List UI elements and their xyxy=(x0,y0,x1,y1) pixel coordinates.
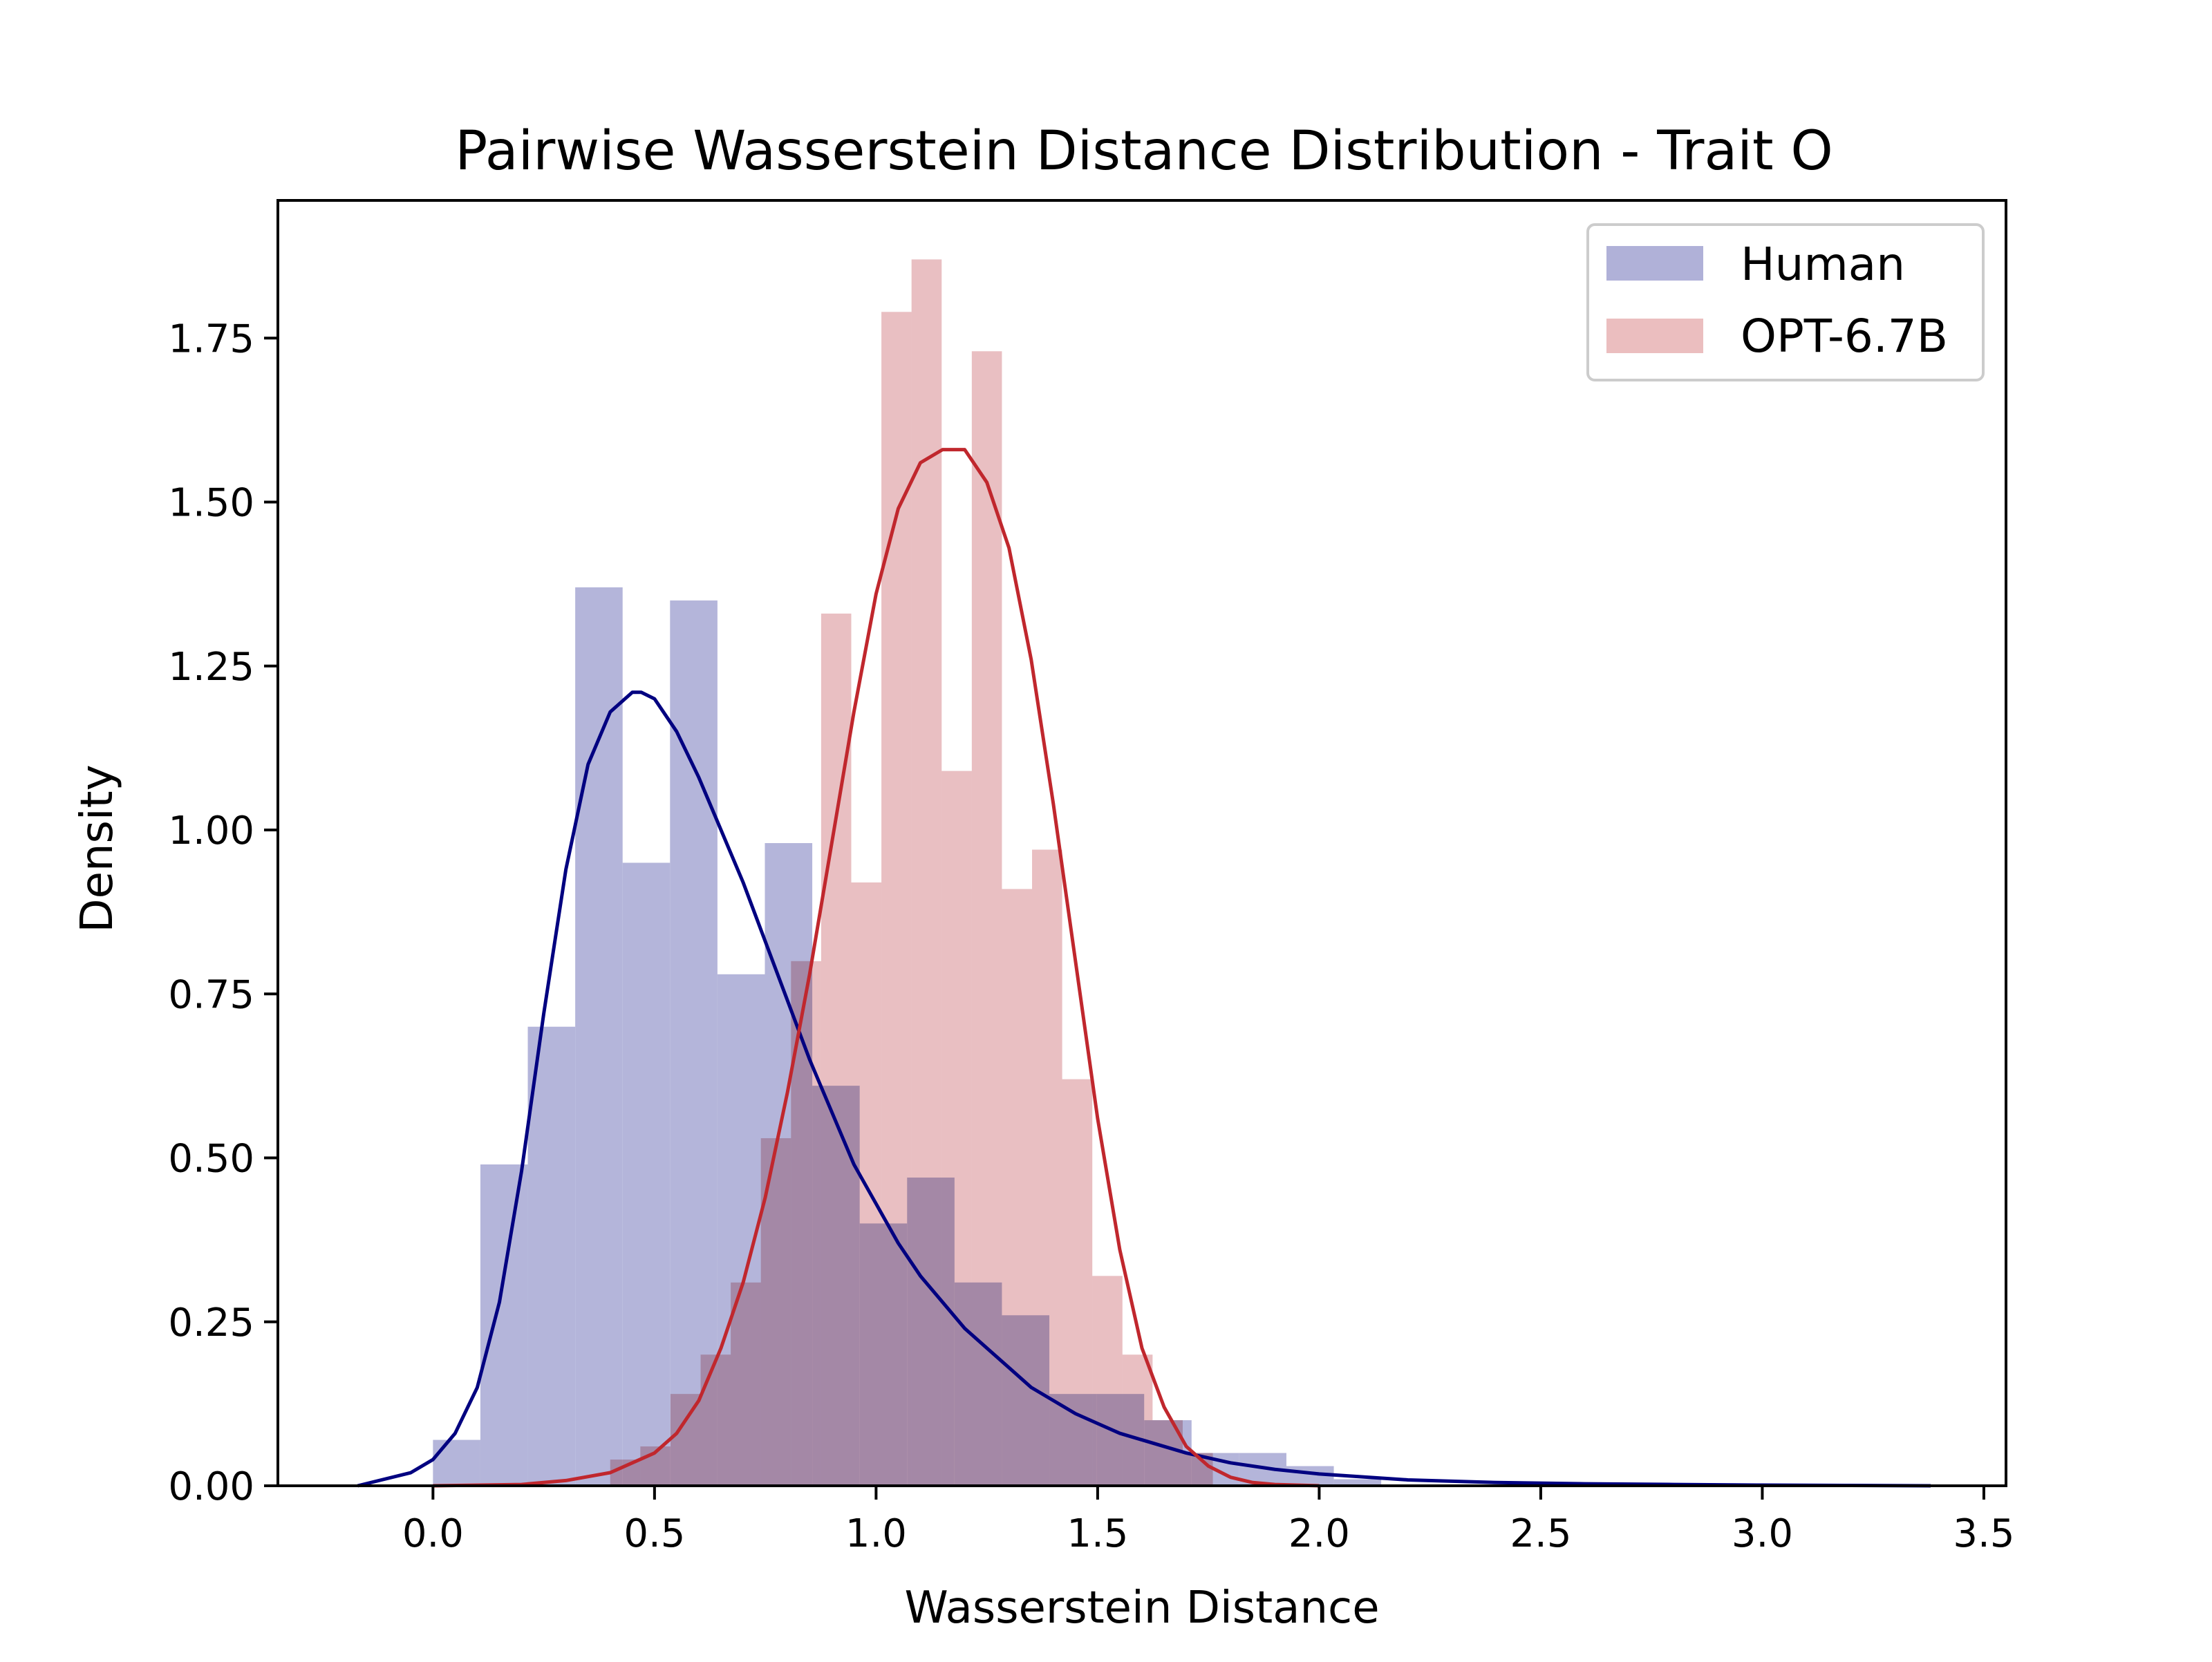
plot-area xyxy=(357,259,1931,1488)
legend-label-human: Human xyxy=(1741,238,1905,291)
x-tick-label-7: 3.5 xyxy=(1953,1511,2014,1556)
x-axis-ticks: 0.0 0.5 1.0 1.5 2.0 2.5 3.0 3.5 xyxy=(402,1486,2014,1556)
y-axis-label: Density xyxy=(72,764,123,932)
hist-bar-human-5 xyxy=(670,600,718,1486)
axes-frame xyxy=(276,199,2007,1487)
hist-bar-opt-15 xyxy=(1062,1079,1093,1486)
hist-bar-opt-9 xyxy=(881,312,912,1486)
x-tick-label-1: 0.5 xyxy=(624,1511,685,1556)
hist-bar-human-2 xyxy=(527,1026,576,1486)
chart-title: Pairwise Wasserstein Distance Distributi… xyxy=(455,120,1833,182)
x-tick-label-5: 2.5 xyxy=(1510,1511,1571,1556)
hist-bar-opt-6 xyxy=(791,961,821,1486)
y-axis-ticks: 0.00 0.25 0.50 0.75 1.00 1.25 1.50 1.75 xyxy=(168,317,278,1509)
hist-bar-opt-17 xyxy=(1122,1354,1153,1486)
x-tick-label-3: 1.5 xyxy=(1067,1511,1128,1556)
x-tick-label-6: 3.0 xyxy=(1732,1511,1793,1556)
hist-bar-opt-3 xyxy=(700,1354,731,1486)
y-tick-label-1: 0.25 xyxy=(168,1301,254,1345)
y-tick-label-6: 1.50 xyxy=(168,481,254,526)
hist-bar-human-1 xyxy=(480,1164,528,1486)
y-tick-label-4: 1.00 xyxy=(168,809,254,853)
hist-bar-opt-14 xyxy=(1032,849,1062,1486)
y-tick-label-2: 0.50 xyxy=(168,1137,254,1182)
kde-lines xyxy=(357,448,1931,1488)
hist-bar-opt-0 xyxy=(610,1460,641,1486)
x-tick-label-4: 2.0 xyxy=(1288,1511,1350,1556)
hist-bar-human-3 xyxy=(575,587,623,1486)
hist-bar-human-4 xyxy=(622,862,671,1486)
hist-bar-opt-12 xyxy=(971,351,1002,1486)
legend: Human OPT-6.7B xyxy=(1586,223,1985,381)
y-tick-label-0: 0.00 xyxy=(168,1464,254,1509)
hist-bar-opt-13 xyxy=(1002,889,1033,1486)
legend-swatch-human xyxy=(1606,246,1703,281)
legend-label-opt: OPT-6.7B xyxy=(1741,310,1948,363)
hist-bar-opt-16 xyxy=(1092,1276,1123,1486)
kde-line-human xyxy=(357,690,1931,1488)
hist-bar-human-0 xyxy=(433,1439,480,1486)
y-tick-label-3: 0.75 xyxy=(168,972,254,1017)
y-tick-label-5: 1.25 xyxy=(168,645,254,690)
y-tick-label-7: 1.75 xyxy=(168,317,254,361)
hist-bar-opt-4 xyxy=(731,1282,761,1486)
x-tick-label-0: 0.0 xyxy=(402,1511,464,1556)
hist-bar-opt-10 xyxy=(911,259,942,1486)
x-axis-label: Wasserstein Distance xyxy=(904,1583,1379,1634)
hist-bar-human-19 xyxy=(1333,1479,1382,1486)
hist-bar-opt-11 xyxy=(941,771,972,1486)
kde-line-opt xyxy=(433,448,1320,1488)
x-tick-label-2: 1.0 xyxy=(845,1511,907,1556)
hist-bar-opt-2 xyxy=(670,1394,701,1486)
legend-swatch-opt xyxy=(1606,319,1703,353)
